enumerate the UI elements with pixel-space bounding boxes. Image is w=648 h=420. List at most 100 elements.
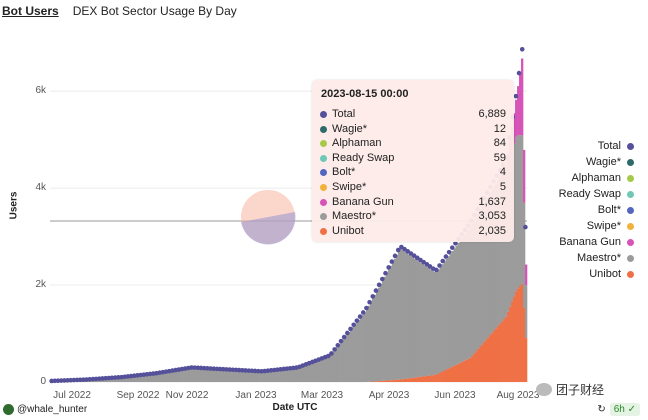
- maestro-bar: [413, 258, 416, 378]
- total-point: [440, 258, 446, 264]
- unibot-bar: [513, 296, 516, 382]
- unibot-bar: [419, 376, 422, 382]
- tooltip-row: Alphaman 84: [320, 137, 506, 151]
- tooltip-series-name: Unibot: [332, 224, 364, 237]
- total-point: [383, 270, 388, 276]
- total-point: [335, 342, 341, 348]
- total-point: [357, 314, 363, 319]
- maestro-bar: [306, 363, 309, 382]
- maestro-bar: [381, 280, 385, 381]
- tooltip-series-value: 2,035: [478, 224, 506, 237]
- refresh-badge[interactable]: 6h ✓: [609, 403, 640, 416]
- maestro-bar: [274, 369, 277, 382]
- maestro-bar: [401, 250, 405, 380]
- maestro-bar: [383, 276, 387, 381]
- maestro-bar: [280, 369, 283, 382]
- maestro-bar: [419, 262, 422, 377]
- maestro-bar: [334, 348, 337, 382]
- unibot-bar: [523, 307, 526, 382]
- legend-item[interactable]: Alphaman: [514, 172, 634, 188]
- maestro-bar: [266, 370, 269, 382]
- x-tick-label: Jan 2023: [235, 390, 277, 401]
- maestro-bar: [145, 374, 148, 382]
- maestro-bar: [330, 353, 333, 382]
- unibot-bar: [411, 377, 415, 382]
- total-point: [373, 288, 379, 293]
- legend-item[interactable]: Swipe*: [514, 220, 634, 236]
- legend-item[interactable]: Ready Swap: [514, 188, 634, 204]
- maestro-bar: [495, 186, 498, 329]
- unibot-bar: [503, 319, 506, 382]
- total-point: [367, 299, 372, 305]
- avatar: [3, 404, 14, 415]
- total-point: [360, 310, 366, 315]
- maestro-bar: [427, 267, 430, 376]
- maestro-bar: [222, 369, 226, 382]
- legend-label: Alphaman: [571, 172, 621, 184]
- hover-tooltip: 2023-08-15 00:00 Total 6,889 Wagie* 12 Alpha…: [312, 80, 514, 242]
- maestro-bar: [218, 369, 222, 382]
- maestro-bar: [505, 171, 508, 317]
- x-tick-label: Sep 2022: [116, 390, 160, 401]
- maestro-bar: [405, 253, 409, 379]
- series-dot: [320, 169, 327, 177]
- x-tick-label: Aug 2023: [496, 390, 540, 401]
- maestro-bar: [155, 373, 158, 382]
- legend-item[interactable]: Total: [514, 140, 634, 156]
- unibot-bar: [431, 375, 434, 382]
- maestro-bar: [421, 263, 424, 377]
- tooltip-row: Bolt* 4: [320, 166, 506, 180]
- tooltip-row: Maestro* 3,053: [320, 210, 506, 224]
- maestro-bar: [407, 254, 411, 379]
- maestro-bar: [457, 243, 460, 364]
- maestro-bar: [203, 368, 206, 382]
- legend-item[interactable]: Banana Gun: [514, 236, 634, 252]
- legend-swatch: [627, 175, 634, 182]
- series-dot: [320, 140, 327, 148]
- maestro-bar: [399, 249, 403, 380]
- maestro-bar: [449, 253, 452, 368]
- legend-label: Maestro*: [576, 252, 621, 264]
- legend-item[interactable]: Maestro*: [514, 252, 634, 268]
- maestro-bar: [163, 371, 166, 382]
- y-tick-label: 6k: [35, 85, 46, 96]
- maestro-bar: [264, 370, 267, 382]
- maestro-bar: [246, 370, 250, 382]
- legend-item[interactable]: Bolt*: [514, 204, 634, 220]
- unibot-bar: [515, 291, 518, 382]
- maestro-bar: [109, 377, 112, 382]
- maestro-bar: [226, 369, 230, 382]
- maestro-bar: [489, 196, 492, 336]
- tooltip-series-name: Wagie*: [332, 122, 368, 135]
- refresh-icon[interactable]: ↻: [597, 404, 606, 415]
- unibot-bar: [433, 374, 436, 382]
- maestro-bar: [395, 254, 399, 380]
- total-point: [434, 267, 439, 273]
- legend-item[interactable]: Unibot: [514, 268, 634, 284]
- maestro-bar: [439, 266, 442, 373]
- refresh-interval: 6h: [613, 404, 625, 415]
- maestro-bar: [147, 374, 150, 382]
- maestro-bar: [250, 370, 254, 382]
- tab-bot-users[interactable]: Bot Users: [2, 4, 59, 18]
- author[interactable]: @whale_hunter: [3, 404, 87, 415]
- maestro-bar: [207, 368, 210, 382]
- banana-gun-bar: [515, 99, 518, 137]
- maestro-bar: [199, 367, 202, 382]
- unibot-bar: [453, 365, 456, 382]
- unibot-bar: [481, 344, 484, 382]
- maestro-bar: [328, 355, 331, 382]
- unibot-bar: [485, 339, 488, 382]
- unibot-bar: [399, 379, 403, 382]
- maestro-bar: [214, 368, 218, 382]
- y-tick-label: 0: [40, 376, 46, 387]
- maestro-bar: [356, 322, 359, 382]
- unibot-bar: [421, 376, 424, 382]
- maestro-bar: [517, 134, 520, 289]
- legend-item[interactable]: Wagie*: [514, 156, 634, 172]
- maestro-bar: [429, 269, 432, 376]
- tooltip-series-name: Swipe*: [332, 181, 367, 193]
- maestro-bar: [224, 369, 228, 382]
- legend-label: Swipe*: [586, 220, 621, 232]
- maestro-bar: [296, 367, 299, 382]
